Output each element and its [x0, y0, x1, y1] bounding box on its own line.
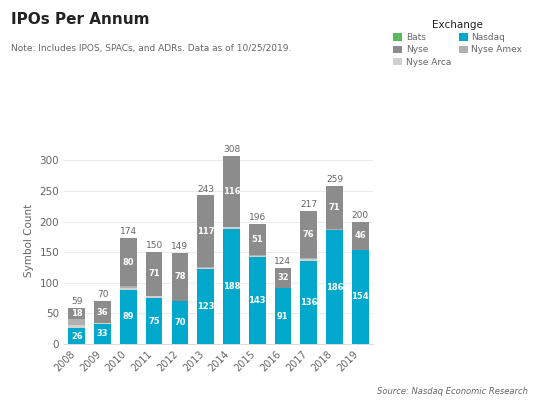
Bar [94, 323, 111, 324]
Text: Note: Includes IPOS, SPACs, and ADRs. Data as of 10/25/2019.: Note: Includes IPOS, SPACs, and ADRs. Da… [11, 44, 291, 53]
Text: 75: 75 [148, 316, 160, 326]
Text: 18: 18 [71, 309, 83, 318]
Text: 116: 116 [223, 186, 240, 196]
Text: 70: 70 [97, 290, 108, 299]
Bar [249, 256, 265, 344]
Bar [120, 288, 137, 290]
Bar [223, 226, 240, 227]
Bar [249, 255, 265, 256]
Bar [146, 298, 163, 344]
Text: 117: 117 [197, 227, 214, 236]
Text: 308: 308 [223, 145, 240, 154]
Text: 80: 80 [123, 258, 134, 266]
Text: 89: 89 [123, 312, 134, 321]
Text: 26: 26 [71, 332, 83, 340]
Bar [274, 268, 292, 288]
Bar [197, 195, 214, 267]
Text: 78: 78 [174, 272, 185, 281]
Y-axis label: Symbol Count: Symbol Count [24, 203, 34, 277]
Text: 91: 91 [277, 312, 289, 321]
Text: 143: 143 [248, 296, 266, 305]
Text: 259: 259 [326, 175, 343, 184]
Text: 200: 200 [352, 211, 369, 220]
Bar [120, 286, 137, 288]
Bar [274, 288, 292, 344]
Bar [326, 230, 343, 344]
Text: Source: Nasdaq Economic Research: Source: Nasdaq Economic Research [377, 387, 528, 396]
Bar [197, 269, 214, 344]
Text: 36: 36 [97, 308, 108, 317]
Text: 33: 33 [97, 330, 108, 338]
Text: 217: 217 [300, 200, 317, 210]
Text: 59: 59 [71, 297, 83, 306]
Bar [68, 325, 85, 328]
Bar [352, 250, 369, 344]
Text: 46: 46 [354, 231, 366, 240]
Text: 51: 51 [251, 235, 263, 244]
Legend: Bats, Nyse, Nyse Arca, Nasdaq, Nyse Amex: Bats, Nyse, Nyse Arca, Nasdaq, Nyse Amex [390, 16, 526, 70]
Text: 188: 188 [223, 282, 240, 291]
Text: 150: 150 [146, 241, 163, 250]
Bar [300, 211, 317, 258]
Bar [326, 229, 343, 230]
Text: 123: 123 [197, 302, 214, 311]
Text: 154: 154 [351, 292, 369, 301]
Text: 196: 196 [248, 213, 266, 222]
Bar [146, 252, 163, 296]
Bar [94, 301, 111, 323]
Bar [68, 319, 85, 325]
Text: 76: 76 [303, 230, 314, 239]
Bar [249, 224, 265, 255]
Bar [68, 328, 85, 344]
Bar [197, 268, 214, 269]
Bar [94, 324, 111, 344]
Bar [120, 290, 137, 344]
Text: 71: 71 [148, 270, 160, 278]
Text: 32: 32 [277, 274, 289, 282]
Bar [146, 296, 163, 298]
Text: 70: 70 [174, 318, 185, 327]
Bar [120, 238, 137, 286]
Bar [223, 156, 240, 226]
Bar [68, 308, 85, 319]
Bar [172, 253, 188, 300]
Text: 136: 136 [300, 298, 318, 307]
Text: 71: 71 [329, 203, 340, 212]
Text: 124: 124 [274, 257, 292, 266]
Bar [223, 227, 240, 229]
Bar [197, 267, 214, 268]
Bar [300, 261, 317, 344]
Bar [300, 259, 317, 261]
Text: 186: 186 [326, 283, 343, 292]
Bar [172, 301, 188, 344]
Bar [223, 229, 240, 344]
Bar [300, 258, 317, 259]
Bar [352, 222, 369, 250]
Text: IPOs Per Annum: IPOs Per Annum [11, 12, 149, 27]
Bar [172, 300, 188, 301]
Text: 174: 174 [120, 227, 137, 236]
Text: 243: 243 [197, 184, 214, 194]
Bar [326, 186, 343, 229]
Text: 149: 149 [171, 242, 189, 251]
